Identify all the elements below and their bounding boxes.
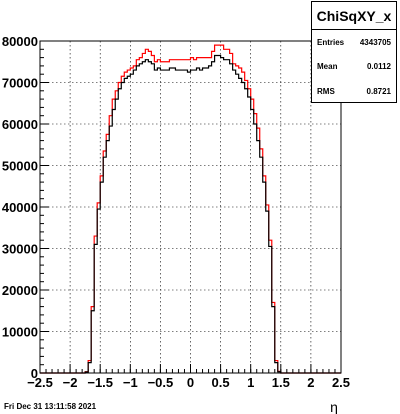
x-tick-label: −2 xyxy=(63,375,78,390)
stats-row-mean: Mean 0.0112 xyxy=(312,55,396,80)
y-tick-label: 0 xyxy=(31,366,38,381)
black-series-line xyxy=(40,54,341,374)
stats-row-rms: RMS 0.8721 xyxy=(312,79,396,104)
x-tick-label: 0.5 xyxy=(212,375,230,390)
grid-layer xyxy=(40,41,341,373)
y-tick-label: 40000 xyxy=(2,200,38,215)
stats-title: ChiSqXY_x xyxy=(312,2,396,30)
y-tick-label: 20000 xyxy=(2,283,38,298)
stats-label-mean: Mean xyxy=(317,62,338,72)
tick-layer xyxy=(39,40,342,374)
stats-value-rms: 0.8721 xyxy=(366,86,391,96)
x-tick-label: −1.5 xyxy=(87,375,113,390)
y-tick-labels: 0 10000 20000 30000 40000 50000 60000 70000 8000… xyxy=(2,34,38,381)
x-axis-title: η xyxy=(330,399,338,414)
x-tick-label: 2 xyxy=(307,375,314,390)
x-tick-label: 0 xyxy=(187,375,194,390)
y-tick-label: 80000 xyxy=(2,34,38,49)
stats-box: ChiSqXY_x Entries 4343705 Mean 0.0112 RM… xyxy=(311,1,397,103)
x-tick-label: 1 xyxy=(247,375,254,390)
stats-value-entries: 4343705 xyxy=(359,37,391,47)
y-tick-label: 10000 xyxy=(2,325,38,340)
x-tick-labels: −2.5 −2 −1.5 −1 −0.5 0 0.5 1 1.5 2 2.5 xyxy=(27,375,350,390)
x-tick-label: −2.5 xyxy=(27,375,53,390)
x-tick-label: −1 xyxy=(123,375,138,390)
series-layer xyxy=(40,44,341,374)
y-tick-label: 30000 xyxy=(2,242,38,257)
x-tick-label: 1.5 xyxy=(272,375,290,390)
y-tick-label: 50000 xyxy=(2,159,38,174)
y-tick-label: 70000 xyxy=(2,76,38,91)
stats-value-mean: 0.0112 xyxy=(366,62,391,72)
stats-label-entries: Entries xyxy=(317,37,345,47)
timestamp-footer: Fri Dec 31 13:11:58 2021 xyxy=(4,402,97,411)
x-tick-label: −0.5 xyxy=(148,375,174,390)
x-tick-label: 2.5 xyxy=(332,375,350,390)
y-tick-label: 60000 xyxy=(2,117,38,132)
stats-label-rms: RMS xyxy=(317,86,335,96)
stats-row-entries: Entries 4343705 xyxy=(312,30,396,55)
